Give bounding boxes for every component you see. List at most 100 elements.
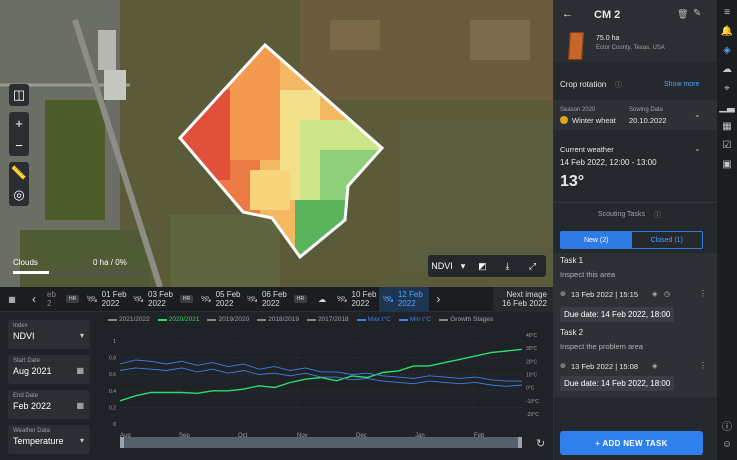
next-icon[interactable]: › [436, 291, 441, 306]
timeline-item-12-feb[interactable]: 🛰 12 Feb 2022 [379, 286, 430, 312]
x-tick: Oct [238, 433, 248, 439]
delete-icon[interactable]: 🗑 [677, 9, 689, 19]
compare-tool[interactable]: ◫ [9, 84, 29, 106]
timeline-item-partial[interactable]: eb 2 [47, 290, 56, 308]
menu-icon[interactable]: ≡ [724, 7, 730, 18]
legend-label: Max t°C [367, 316, 391, 323]
legend-marker [257, 318, 267, 321]
legend-label: 2017/2018 [317, 316, 349, 323]
legend-item[interactable]: 2021/2022 [108, 316, 150, 323]
cloud-icon[interactable]: ☁ [722, 64, 732, 75]
tab-closed[interactable]: Closed (1) [650, 236, 683, 244]
cloud-icon[interactable]: ☁ [318, 294, 327, 304]
legend-label: Min t°C [409, 316, 432, 323]
zoom-controls: + − [9, 112, 29, 156]
weather-data-select[interactable]: Weather Data Temperature ▾ [8, 425, 90, 454]
chevron-down-icon[interactable]: ▾ [460, 260, 466, 271]
chevron-down-icon[interactable]: ⌄ [694, 144, 701, 153]
timeline-item-10-feb[interactable]: 🛰 10 Feb 2022 [336, 290, 377, 308]
layers-icon[interactable]: ◈ [723, 45, 731, 56]
task-card[interactable]: Task 2 Inspect the problem area ⊕ 13 Feb… [554, 325, 718, 397]
field-panel: ← CM 2 🗑 ✎ 75.0 ha Ector County, Texas, … [553, 0, 718, 460]
timeline-item-05-feb[interactable]: 🛰 05 Feb 2022 [200, 290, 241, 308]
clock-icon: ◷ [664, 291, 671, 298]
tab-new[interactable]: New (2) [561, 232, 632, 248]
grid-icon[interactable]: ▦ [722, 121, 732, 132]
more-icon[interactable]: ⋮ [699, 361, 707, 370]
chart-icon[interactable]: ▁▃ [719, 102, 735, 113]
expand-icon[interactable]: ⤢ [528, 260, 537, 271]
clouds-slider[interactable]: Clouds 0 ha / 0% [13, 258, 153, 274]
zoom-in-icon[interactable]: + [15, 115, 23, 131]
pin-icon[interactable]: ⌖ [724, 83, 730, 94]
edit-icon[interactable]: ✎ [693, 8, 702, 19]
end-date-field[interactable]: End Date Feb 2022 ▦ [8, 390, 90, 419]
start-date-field[interactable]: Start Date Aug 2021 ▦ [8, 355, 90, 384]
info-icon[interactable]: ⓘ [722, 422, 732, 433]
legend-item[interactable]: 2019/2020 [207, 316, 249, 323]
ndvi-chart: 2021/2022 2020/2021 2019/2020 2018/2019 2017… [100, 313, 553, 460]
series-line-min-t-c [119, 367, 523, 387]
layer-select[interactable]: NDVI [431, 261, 453, 271]
y-left-tick: 0.8 [109, 356, 116, 362]
add-task-button[interactable]: + ADD NEW TASK [560, 431, 703, 455]
crop-rotation-row: Crop rotation ⓘ Show more [554, 75, 718, 97]
bell-icon[interactable]: 🔔 [720, 26, 734, 37]
x-tick: Aug [120, 433, 131, 439]
legend-marker [306, 318, 316, 321]
legend-item[interactable]: Growth Stages [439, 316, 493, 323]
calendar-icon: ▦ [76, 366, 84, 375]
legend-item[interactable]: Min t°C [398, 316, 432, 323]
season-row[interactable]: Season 2020 Winter wheat Sowing Date 20.… [554, 100, 718, 130]
clouds-label: Clouds [13, 258, 38, 267]
timeline-item-06-feb[interactable]: 🛰 06 Feb 2022 [246, 290, 287, 308]
account-icon[interactable]: ☺ [721, 439, 733, 450]
legend-marker [439, 318, 449, 321]
y-left-tick: 0.6 [109, 372, 116, 378]
locate-icon[interactable]: ◎ [13, 187, 25, 202]
task-card[interactable]: Task 1 Inspect this area ⊕ 13 Feb 2022 |… [554, 253, 718, 325]
legend-marker [398, 318, 408, 321]
satellite-map[interactable] [0, 0, 553, 287]
field-location: Ector County, Texas, USA [596, 45, 665, 51]
zoom-out-icon[interactable]: − [15, 137, 23, 153]
satellite-icon: 🛰 [382, 293, 394, 304]
image-timeline: ▦ ‹ eb 2 HR 🛰 01 Feb 2022 🛰 03 Feb 2022 HR… [0, 286, 553, 312]
inbox-icon[interactable]: ▣ [722, 159, 732, 170]
field-title: CM 2 [594, 9, 621, 21]
legend-item[interactable]: 2017/2018 [306, 316, 349, 323]
legend-item[interactable]: 2020/2021 [157, 316, 199, 323]
show-more-link[interactable]: Show more [664, 81, 700, 88]
field-area: 75.0 ha [596, 35, 620, 42]
info-icon[interactable]: ⓘ [615, 82, 622, 89]
map-view[interactable]: ◫ + − 📏 ◎ Clouds 0 ha / 0% NDVI ▾ ◩ ⤓ ⤢ [0, 0, 553, 287]
index-select[interactable]: Index NDVI ▾ [8, 320, 90, 349]
legend-item[interactable]: 2018/2019 [257, 316, 299, 323]
layer-toolbar: NDVI ▾ ◩ ⤓ ⤢ [428, 255, 546, 277]
more-icon[interactable]: ⋮ [699, 289, 707, 298]
compare-icon[interactable]: ◫ [12, 87, 26, 102]
back-icon[interactable]: ← [562, 8, 573, 20]
chart-legend: 2021/2022 2020/2021 2019/2020 2018/2019 2017… [108, 316, 493, 323]
legend-item[interactable]: Max t°C [356, 316, 391, 323]
field-thumbnail [568, 32, 584, 60]
app-rail: ≡ 🔔 ◈ ☁ ⌖ ▁▃ ▦ ☑ ▣ ⓘ ☺ [717, 0, 737, 460]
calendar-check-icon[interactable]: ☑ [722, 140, 732, 151]
pin-icon: ⊕ [560, 291, 566, 298]
legend-marker [108, 318, 117, 321]
ruler-icon[interactable]: 📏 [10, 165, 28, 180]
download-icon[interactable]: ⤓ [505, 260, 510, 271]
calendar-icon[interactable]: ▦ [8, 294, 16, 304]
range-scrubber [120, 437, 522, 448]
prev-icon[interactable]: ‹ [32, 291, 36, 306]
clouds-track[interactable] [13, 271, 141, 274]
chevron-down-icon: ▾ [79, 331, 84, 340]
chevron-down-icon: ▾ [79, 436, 84, 445]
info-icon[interactable]: ⓘ [654, 212, 661, 219]
timeline-item-01-feb[interactable]: 🛰 01 Feb 2022 [86, 290, 127, 308]
timeline-item-03-feb[interactable]: 🛰 03 Feb 2022 [132, 290, 173, 308]
clouds-value: 0 ha / 0% [93, 258, 127, 267]
contrast-icon[interactable]: ◩ [478, 260, 487, 271]
next-image-button[interactable]: Next image 16 Feb 2022 [493, 286, 553, 312]
reset-icon[interactable]: ↻ [536, 437, 545, 450]
